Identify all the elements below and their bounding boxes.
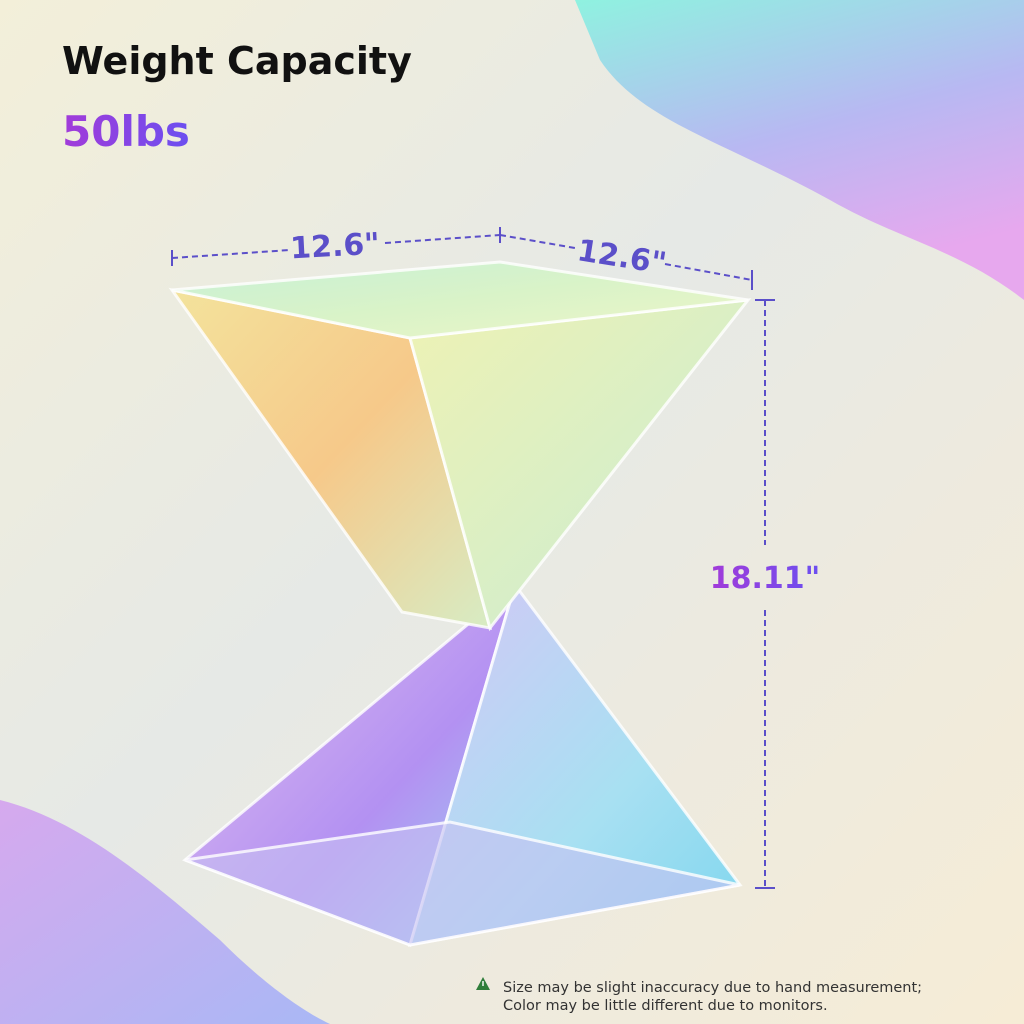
table-lower-pyramid (182, 580, 743, 947)
background-blob (0, 800, 330, 1024)
note-line: Size may be slight inaccuracy due to han… (503, 980, 922, 996)
dimension-lines (171, 227, 775, 889)
table-upper-pyramid (168, 260, 752, 632)
height-label: 18.11" (710, 561, 821, 596)
width-label: 12.6" (289, 227, 380, 267)
background-blob (575, 0, 1024, 300)
warning-icon (476, 977, 490, 990)
note-line: Color may be little different due to mon… (503, 998, 828, 1014)
title: Weight Capacity (62, 39, 412, 83)
capacity: 50lbs (62, 107, 190, 156)
